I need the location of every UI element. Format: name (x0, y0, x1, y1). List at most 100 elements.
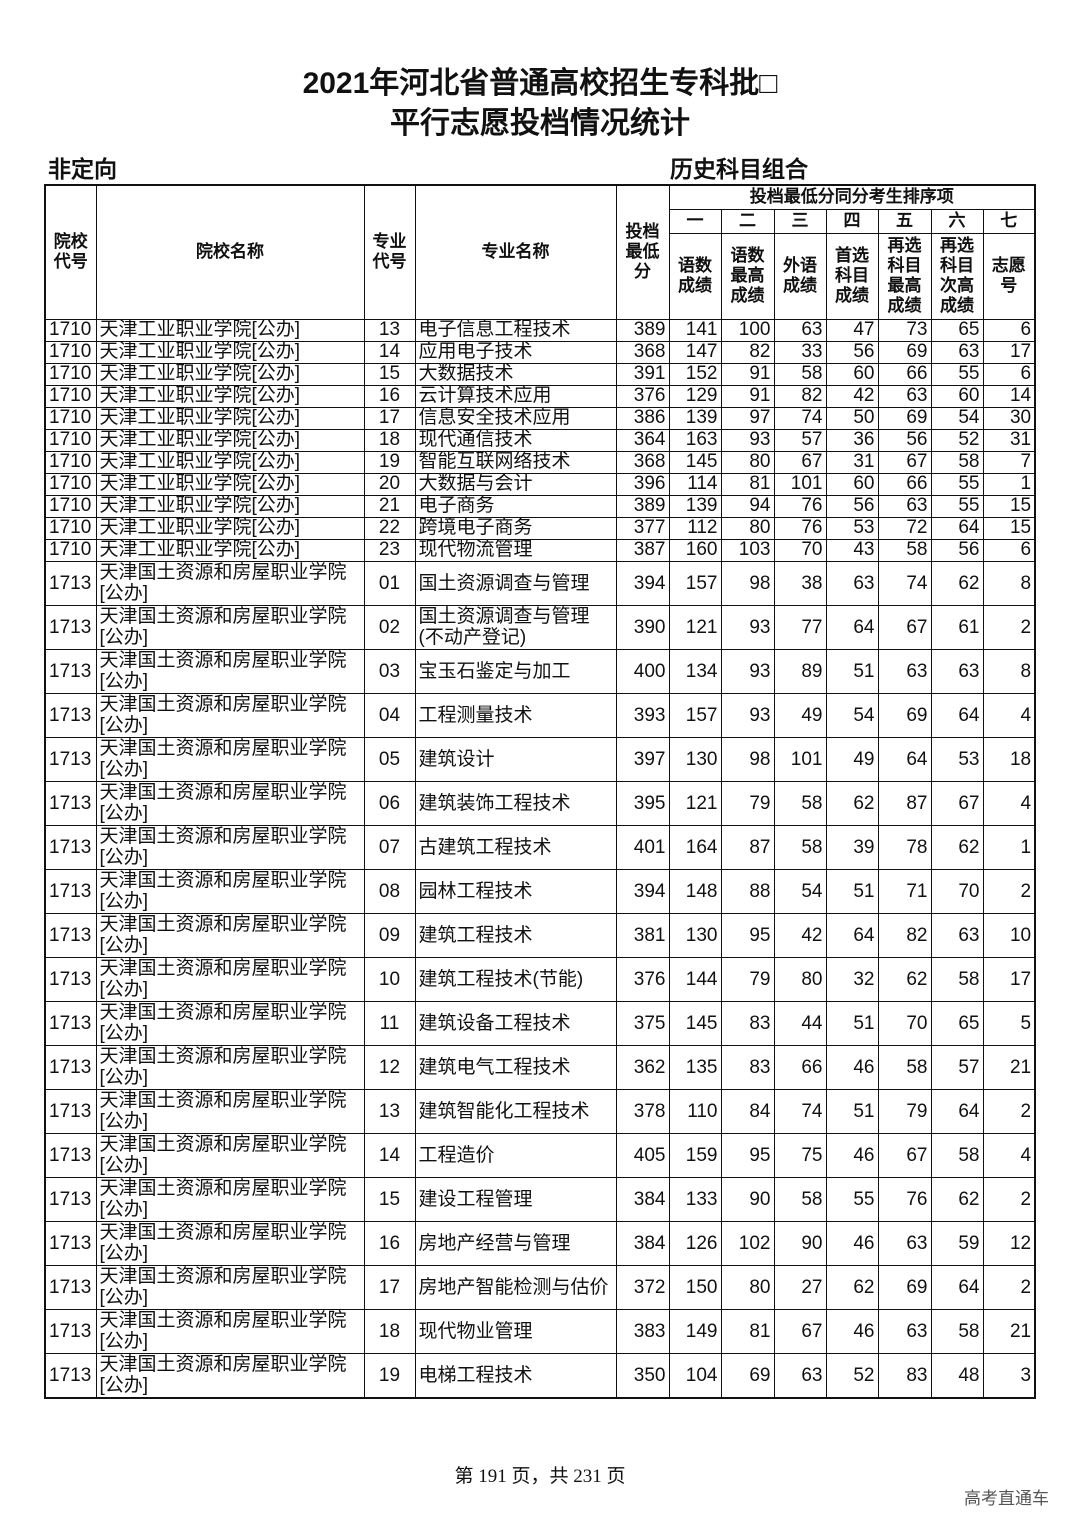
school-name-cell: 天津国土资源和房屋职业学院[公办] (95, 1044, 365, 1090)
major-name-cell: 现代物业管理 (414, 1308, 617, 1354)
school-name-cell: 天津工业职业学院[公办] (95, 516, 365, 540)
preference-no-cell: 7 (982, 450, 1036, 474)
table-row: 1713 天津国土资源和房屋职业学院[公办] 02 国土资源调查与管理(不动产登记) 3… (44, 604, 1036, 650)
preference-no-cell: 8 (982, 648, 1036, 694)
school-code-cell: 1713 (44, 1176, 97, 1222)
preference-no-cell: 31 (982, 428, 1036, 452)
score-3-cell: 89 (773, 648, 827, 694)
score-3-cell: 77 (773, 604, 827, 650)
major-code-cell: 17 (363, 406, 416, 430)
major-code-cell: 04 (363, 692, 416, 738)
major-code-cell: 22 (363, 516, 416, 540)
score-3-cell: 57 (773, 428, 827, 452)
table-row: 1710 天津工业职业学院[公办] 16 云计算技术应用 376 129 91 82 42 63 6… (44, 384, 1036, 408)
preference-no-cell: 4 (982, 692, 1036, 738)
major-name-cell: 建筑电气工程技术 (414, 1044, 617, 1090)
score-4-cell: 49 (825, 736, 879, 782)
score-6-cell: 54 (930, 406, 984, 430)
header-tiebreak-number: 三 (773, 208, 827, 234)
school-name-cell: 天津国土资源和房屋职业学院[公办] (95, 868, 365, 914)
score-4-cell: 56 (825, 340, 879, 364)
score-3-cell: 90 (773, 1220, 827, 1266)
header-tiebreak-number: 二 (720, 208, 775, 234)
major-code-cell: 20 (363, 472, 416, 496)
score-2-cell: 100 (720, 318, 775, 342)
score-3-cell: 80 (773, 956, 827, 1002)
score-2-cell: 80 (720, 450, 775, 474)
school-name-cell: 天津国土资源和房屋职业学院[公办] (95, 912, 365, 958)
score-3-cell: 74 (773, 406, 827, 430)
table-row: 1713 天津国土资源和房屋职业学院[公办] 08 园林工程技术 394 148 88 54 5… (44, 868, 1036, 914)
table-row: 1710 天津工业职业学院[公办] 20 大数据与会计 396 114 81 101 60 66 5… (44, 472, 1036, 496)
min-score-cell: 389 (615, 318, 670, 342)
score-6-cell: 62 (930, 560, 984, 606)
major-code-cell: 10 (363, 956, 416, 1002)
score-6-cell: 60 (930, 384, 984, 408)
score-5-cell: 78 (877, 824, 932, 870)
score-5-cell: 73 (877, 318, 932, 342)
score-2-cell: 80 (720, 516, 775, 540)
score-4-cell: 52 (825, 1352, 879, 1398)
score-6-cell: 64 (930, 516, 984, 540)
preference-no-cell: 18 (982, 736, 1036, 782)
major-code-cell: 16 (363, 384, 416, 408)
score-6-cell: 67 (930, 780, 984, 826)
preference-no-cell: 6 (982, 362, 1036, 386)
score-3-cell: 49 (773, 692, 827, 738)
score-1-cell: 163 (668, 428, 722, 452)
min-score-cell: 377 (615, 516, 670, 540)
major-code-cell: 18 (363, 428, 416, 452)
table-row: 1713 天津国土资源和房屋职业学院[公办] 15 建设工程管理 384 133 90 58 5… (44, 1176, 1036, 1222)
score-6-cell: 59 (930, 1220, 984, 1266)
major-name-cell: 房地产经营与管理 (414, 1220, 617, 1266)
table-row: 1713 天津国土资源和房屋职业学院[公办] 07 古建筑工程技术 401 164 87 58… (44, 824, 1036, 870)
score-2-cell: 69 (720, 1352, 775, 1398)
school-name-cell: 天津国土资源和房屋职业学院[公办] (95, 648, 365, 694)
score-4-cell: 46 (825, 1308, 879, 1354)
major-name-cell: 现代物流管理 (414, 538, 617, 562)
score-1-cell: 114 (668, 472, 722, 496)
score-2-cell: 84 (720, 1088, 775, 1134)
score-3-cell: 82 (773, 384, 827, 408)
major-name-cell: 大数据技术 (414, 362, 617, 386)
school-code-cell: 1710 (44, 494, 97, 518)
score-1-cell: 139 (668, 406, 722, 430)
preference-no-cell: 1 (982, 472, 1036, 496)
school-name-cell: 天津国土资源和房屋职业学院[公办] (95, 1220, 365, 1266)
score-5-cell: 76 (877, 1176, 932, 1222)
school-name-cell: 天津工业职业学院[公办] (95, 450, 365, 474)
score-1-cell: 130 (668, 912, 722, 958)
preference-no-cell: 14 (982, 384, 1036, 408)
score-3-cell: 54 (773, 868, 827, 914)
school-code-cell: 1713 (44, 736, 97, 782)
school-name-cell: 天津工业职业学院[公办] (95, 494, 365, 518)
school-code-cell: 1713 (44, 648, 97, 694)
score-4-cell: 50 (825, 406, 879, 430)
header-school-code: 院校代号 (44, 184, 97, 320)
subject-combination-label: 历史科目组合 (670, 156, 808, 182)
school-name-cell: 天津国土资源和房屋职业学院[公办] (95, 692, 365, 738)
min-score-cell: 401 (615, 824, 670, 870)
school-name-cell: 天津工业职业学院[公办] (95, 472, 365, 496)
score-4-cell: 60 (825, 472, 879, 496)
score-4-cell: 32 (825, 956, 879, 1002)
score-5-cell: 67 (877, 604, 932, 650)
score-3-cell: 70 (773, 538, 827, 562)
score-5-cell: 66 (877, 472, 932, 496)
score-5-cell: 69 (877, 1264, 932, 1310)
school-name-cell: 天津国土资源和房屋职业学院[公办] (95, 1176, 365, 1222)
major-name-cell: 云计算技术应用 (414, 384, 617, 408)
min-score-cell: 387 (615, 538, 670, 562)
table-row: 1713 天津国土资源和房屋职业学院[公办] 12 建筑电气工程技术 362 135 83 6… (44, 1044, 1036, 1090)
school-name-cell: 天津工业职业学院[公办] (95, 428, 365, 452)
major-code-cell: 19 (363, 450, 416, 474)
school-code-cell: 1710 (44, 472, 97, 496)
school-code-cell: 1713 (44, 1264, 97, 1310)
major-name-cell: 建筑设备工程技术 (414, 1000, 617, 1046)
school-code-cell: 1713 (44, 868, 97, 914)
school-name-cell: 天津工业职业学院[公办] (95, 340, 365, 364)
table-row: 1710 天津工业职业学院[公办] 18 现代通信技术 364 163 93 57 36 56 52… (44, 428, 1036, 452)
score-5-cell: 69 (877, 340, 932, 364)
score-3-cell: 67 (773, 1308, 827, 1354)
min-score-cell: 389 (615, 494, 670, 518)
